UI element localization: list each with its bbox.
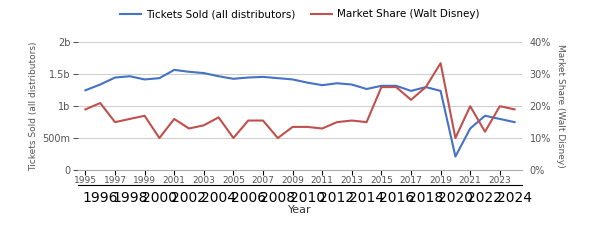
Tickets Sold (all distributors): [467, 127, 474, 130]
Market Share (Walt Disney): [437, 62, 444, 65]
Tickets Sold (all distributors): [319, 84, 326, 87]
Tickets Sold (all distributors): [245, 76, 252, 79]
Tickets Sold (all distributors): [141, 78, 148, 81]
Tickets Sold (all distributors): [481, 114, 488, 117]
Tickets Sold (all distributors): [452, 155, 459, 158]
Market Share (Walt Disney): [348, 119, 355, 122]
Tickets Sold (all distributors): [348, 83, 355, 86]
X-axis label: Year: Year: [288, 205, 312, 215]
Market Share (Walt Disney): [185, 127, 193, 130]
Tickets Sold (all distributors): [392, 84, 400, 87]
Tickets Sold (all distributors): [97, 83, 104, 86]
Tickets Sold (all distributors): [200, 72, 208, 75]
Market Share (Walt Disney): [141, 114, 148, 117]
Market Share (Walt Disney): [230, 137, 237, 139]
Market Share (Walt Disney): [82, 108, 89, 111]
Tickets Sold (all distributors): [511, 121, 518, 124]
Market Share (Walt Disney): [467, 105, 474, 108]
Market Share (Walt Disney): [126, 118, 133, 120]
Legend: Tickets Sold (all distributors), Market Share (Walt Disney): Tickets Sold (all distributors), Market …: [116, 5, 484, 24]
Line: Market Share (Walt Disney): Market Share (Walt Disney): [85, 63, 515, 138]
Tickets Sold (all distributors): [289, 78, 296, 81]
Tickets Sold (all distributors): [334, 82, 341, 85]
Market Share (Walt Disney): [112, 121, 119, 124]
Market Share (Walt Disney): [304, 126, 311, 128]
Tickets Sold (all distributors): [422, 86, 430, 88]
Tickets Sold (all distributors): [363, 88, 370, 90]
Market Share (Walt Disney): [378, 86, 385, 88]
Tickets Sold (all distributors): [112, 76, 119, 79]
Market Share (Walt Disney): [200, 124, 208, 127]
Market Share (Walt Disney): [156, 137, 163, 139]
Market Share (Walt Disney): [481, 130, 488, 133]
Tickets Sold (all distributors): [230, 77, 237, 80]
Line: Tickets Sold (all distributors): Tickets Sold (all distributors): [85, 70, 515, 156]
Market Share (Walt Disney): [422, 86, 430, 88]
Market Share (Walt Disney): [259, 119, 266, 122]
Market Share (Walt Disney): [452, 137, 459, 139]
Tickets Sold (all distributors): [378, 84, 385, 87]
Market Share (Walt Disney): [274, 137, 281, 139]
Tickets Sold (all distributors): [437, 89, 444, 92]
Market Share (Walt Disney): [215, 116, 222, 119]
Tickets Sold (all distributors): [496, 118, 503, 120]
Market Share (Walt Disney): [289, 126, 296, 128]
Tickets Sold (all distributors): [274, 77, 281, 80]
Tickets Sold (all distributors): [407, 89, 415, 92]
Tickets Sold (all distributors): [126, 75, 133, 78]
Tickets Sold (all distributors): [82, 89, 89, 92]
Market Share (Walt Disney): [496, 105, 503, 108]
Tickets Sold (all distributors): [185, 70, 193, 73]
Y-axis label: Market Share (Walt Disney): Market Share (Walt Disney): [556, 44, 565, 168]
Tickets Sold (all distributors): [304, 81, 311, 84]
Market Share (Walt Disney): [245, 119, 252, 122]
Tickets Sold (all distributors): [156, 77, 163, 80]
Y-axis label: Tickets Sold (all distributors): Tickets Sold (all distributors): [29, 42, 38, 171]
Market Share (Walt Disney): [511, 108, 518, 111]
Market Share (Walt Disney): [392, 86, 400, 88]
Tickets Sold (all distributors): [215, 75, 222, 78]
Tickets Sold (all distributors): [259, 76, 266, 78]
Tickets Sold (all distributors): [170, 68, 178, 71]
Market Share (Walt Disney): [97, 101, 104, 104]
Market Share (Walt Disney): [363, 121, 370, 124]
Market Share (Walt Disney): [319, 127, 326, 130]
Market Share (Walt Disney): [407, 98, 415, 101]
Market Share (Walt Disney): [170, 118, 178, 120]
Market Share (Walt Disney): [334, 121, 341, 124]
